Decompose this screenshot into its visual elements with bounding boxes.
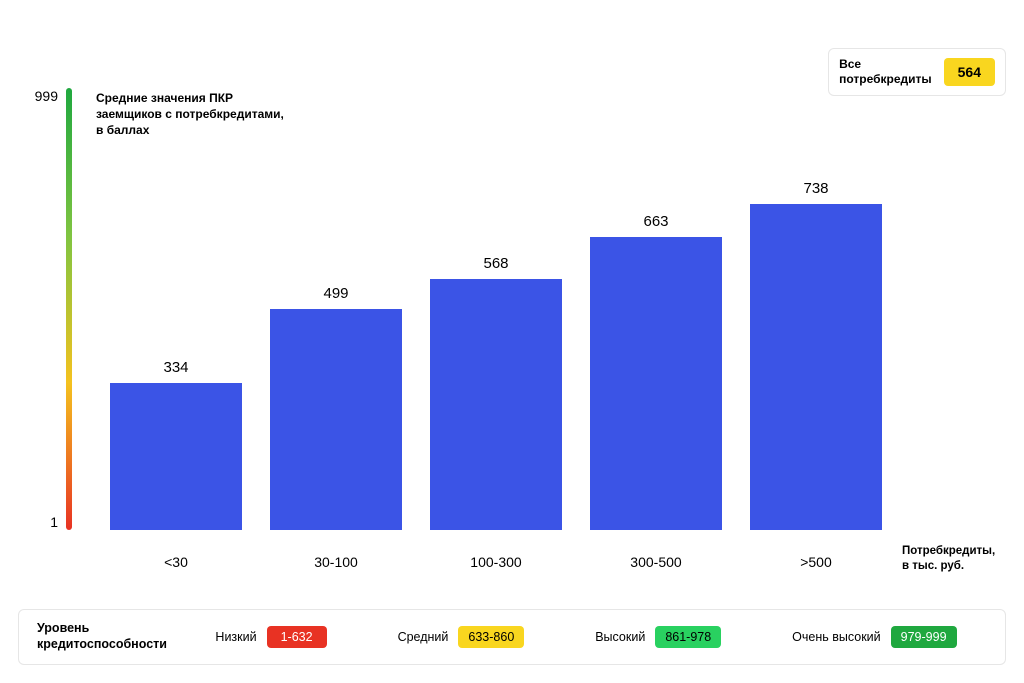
bar-value-label: 568 xyxy=(430,255,561,272)
bar-value-label: 499 xyxy=(270,285,401,302)
legend-item-label: Средний xyxy=(398,630,449,644)
x-axis-category-label: <30 xyxy=(96,554,256,570)
bar-chart: 999 1 Средние значения ПКРзаемщиков с по… xyxy=(18,50,1006,580)
x-axis-category-label: 100-300 xyxy=(416,554,576,570)
legend-item: Очень высокий 979-999 xyxy=(792,626,956,648)
bar-slot: 738 xyxy=(736,88,896,530)
legend-item-range: 633-860 xyxy=(458,626,524,648)
legend-items: Низкий 1-632 Средний 633-860 Высокий 861-978 О… xyxy=(185,626,987,648)
bar: 663 xyxy=(590,237,721,530)
bar: 499 xyxy=(270,309,401,530)
legend-item: Низкий 1-632 xyxy=(215,626,326,648)
bar-value-label: 334 xyxy=(110,359,241,376)
bar: 568 xyxy=(430,279,561,530)
bar-slot: 663 xyxy=(576,88,736,530)
y-axis-gradient xyxy=(66,88,72,530)
bar-value-label: 663 xyxy=(590,213,721,230)
x-axis-category-label: >500 xyxy=(736,554,896,570)
legend-item-range: 979-999 xyxy=(891,626,957,648)
legend-item-label: Высокий xyxy=(595,630,645,644)
legend-item: Средний 633-860 xyxy=(398,626,525,648)
bar: 334 xyxy=(110,383,241,530)
bar-value-label: 738 xyxy=(750,180,881,197)
x-axis-labels: <3030-100100-300300-500>500 xyxy=(96,554,896,570)
legend-item-range: 1-632 xyxy=(267,626,327,648)
bar-slot: 334 xyxy=(96,88,256,530)
legend-item: Высокий 861-978 xyxy=(595,626,721,648)
legend-item-label: Низкий xyxy=(215,630,256,644)
plot-area: 334499568663738 xyxy=(96,88,896,530)
bar: 738 xyxy=(750,204,881,530)
x-axis-category-label: 300-500 xyxy=(576,554,736,570)
x-axis-category-label: 30-100 xyxy=(256,554,416,570)
bar-slot: 568 xyxy=(416,88,576,530)
legend-bar: Уровенькредитоспособности Низкий 1-632 Сре… xyxy=(18,609,1006,665)
legend-title: Уровенькредитоспособности xyxy=(37,621,167,652)
y-axis-max-label: 999 xyxy=(18,88,58,104)
x-axis-title: Потребкредиты,в тыс. руб. xyxy=(902,544,1006,574)
legend-item-label: Очень высокий xyxy=(792,630,880,644)
bar-slot: 499 xyxy=(256,88,416,530)
y-axis-min-label: 1 xyxy=(18,514,58,530)
legend-item-range: 861-978 xyxy=(655,626,721,648)
